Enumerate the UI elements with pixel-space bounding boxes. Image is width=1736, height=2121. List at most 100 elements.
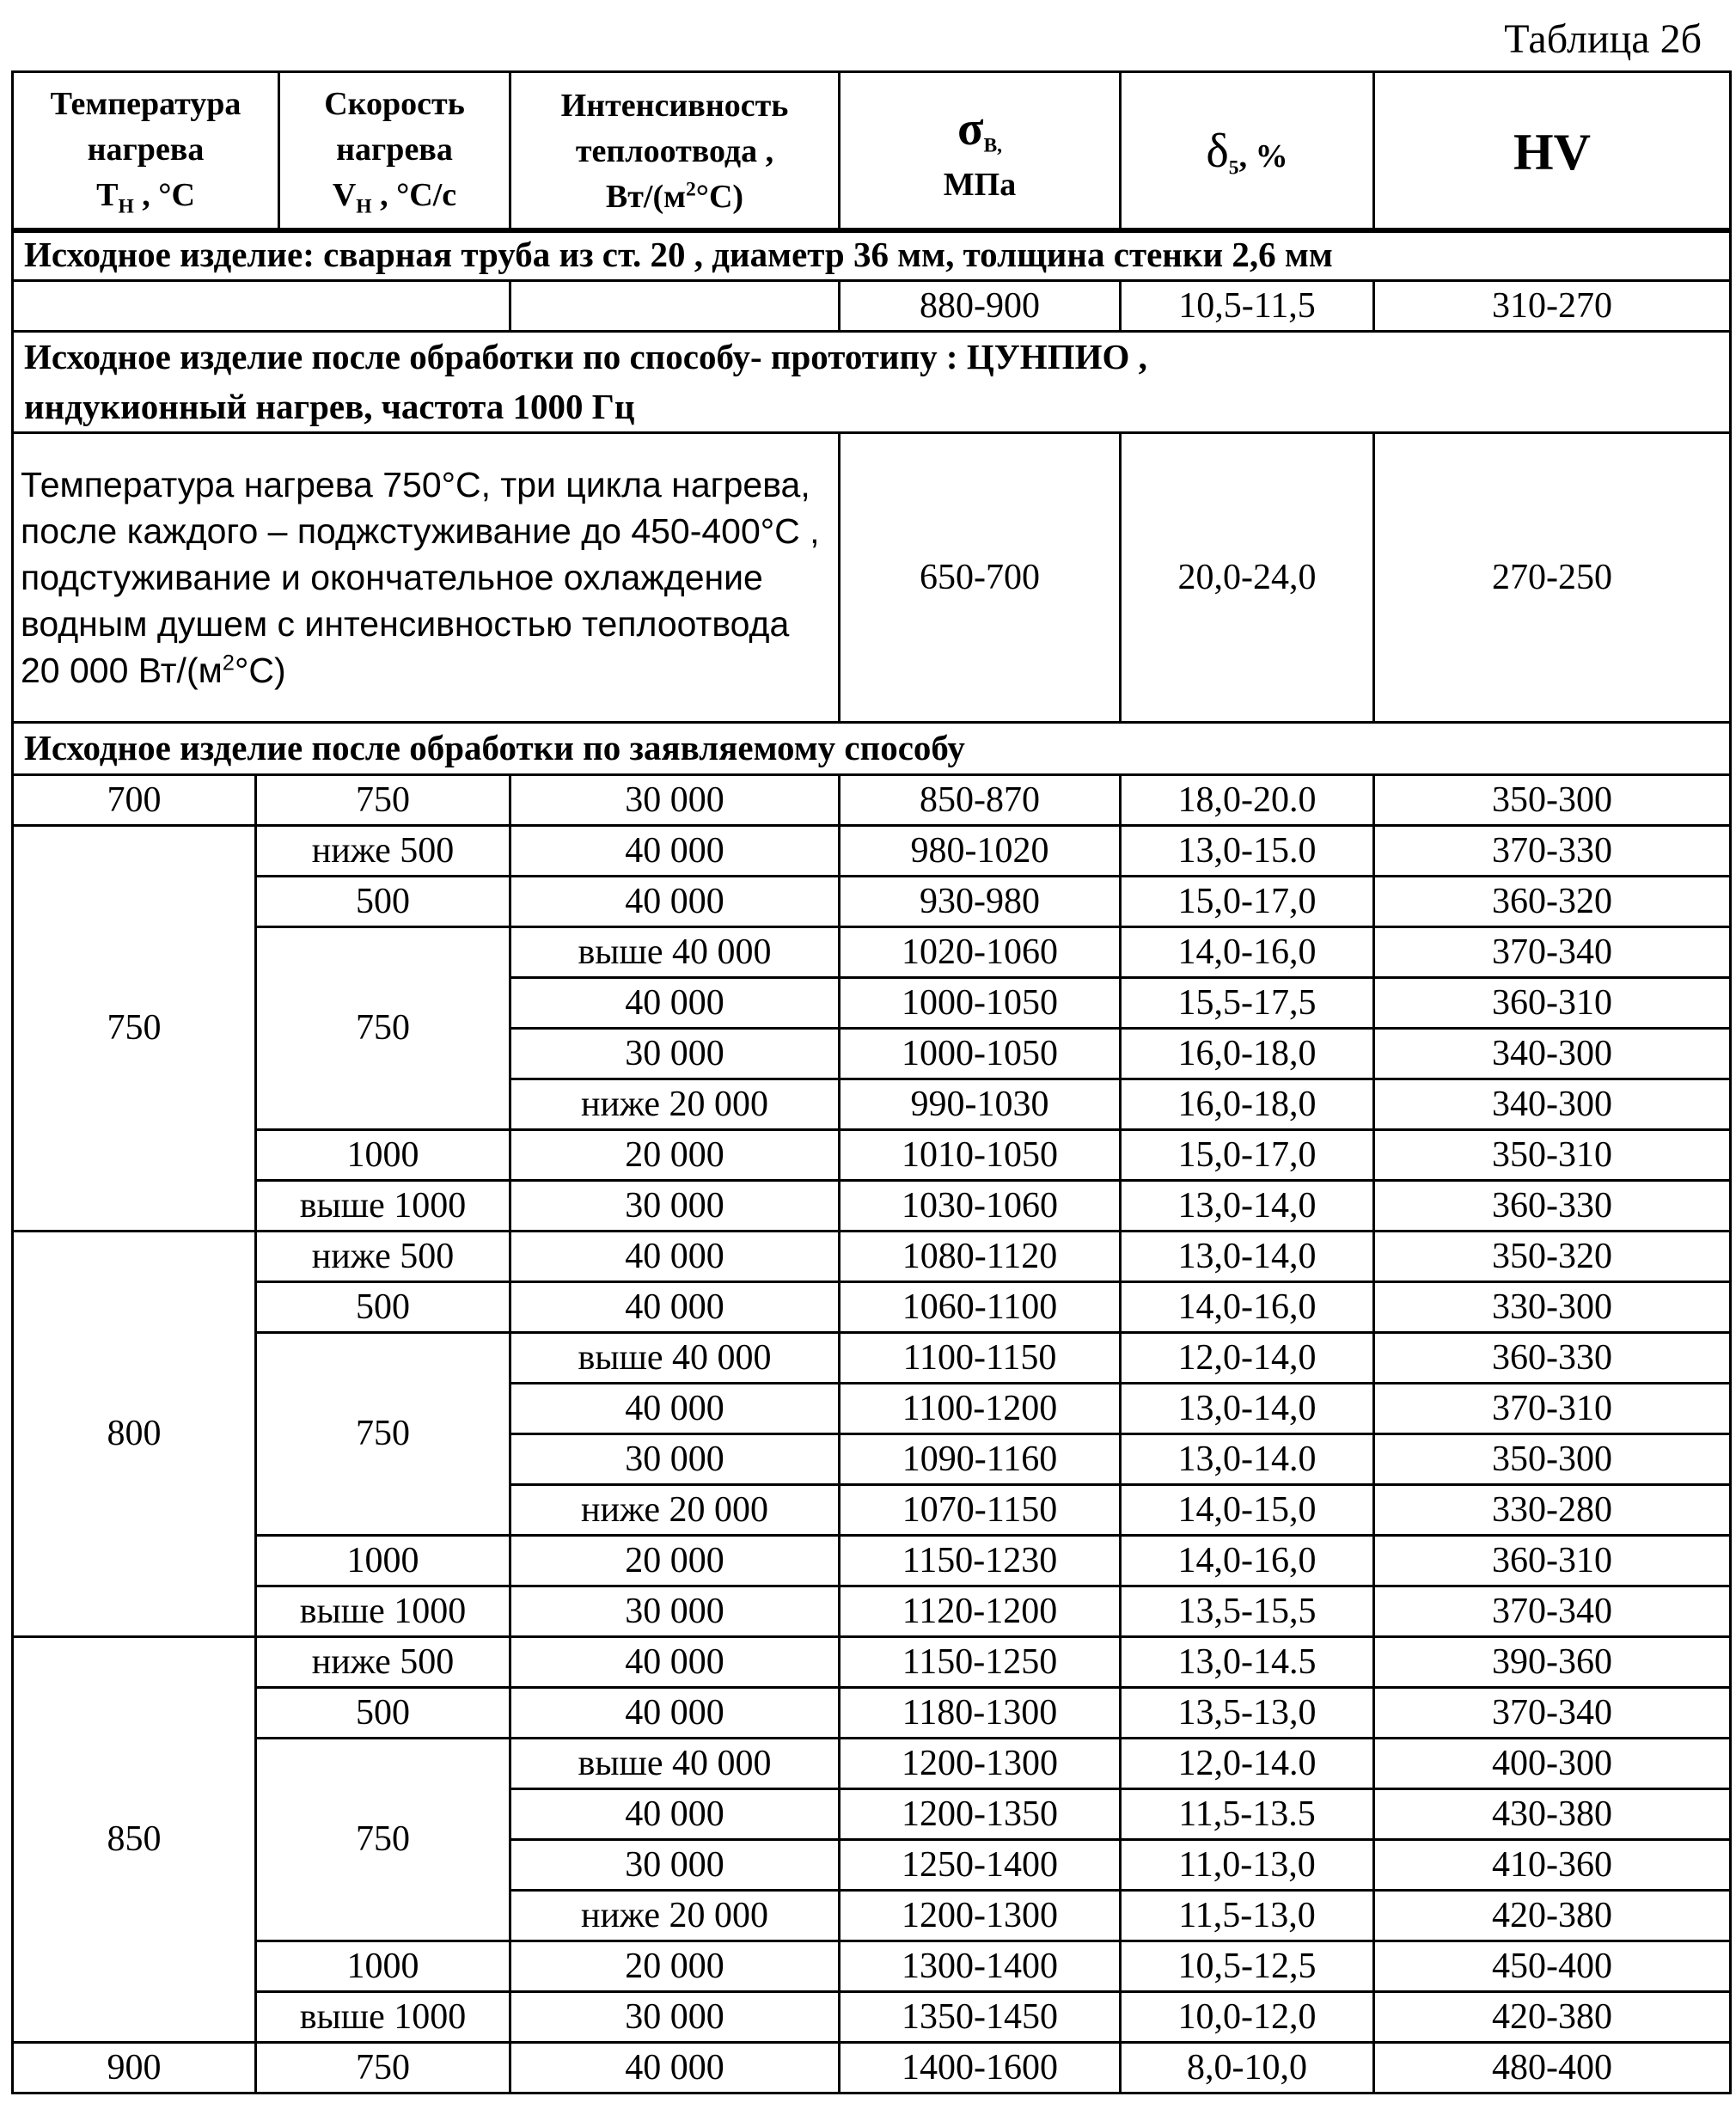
header-text: Т	[96, 177, 118, 213]
cell-strength: 650-700	[840, 433, 1121, 723]
cell-speed: 750	[256, 926, 510, 1129]
cell-speed: ниже 500	[256, 1636, 510, 1687]
table-caption: Таблица 2б	[1504, 15, 1702, 63]
cell-speed: выше 1000	[256, 1991, 510, 2042]
table-body: Исходное изделие: сварная труба из ст. 2…	[11, 228, 1732, 2094]
table-row: 100020 0001150-123014,0-16,0360-310	[13, 1535, 1731, 1586]
description-superscript: 2	[223, 651, 235, 675]
cell-speed: 1000	[256, 1535, 510, 1586]
table-row: 100020 0001300-140010,5-12,5450-400	[13, 1941, 1731, 1991]
cell-strength: 930-980	[840, 876, 1121, 926]
cell-hardness: 370-340	[1374, 1687, 1731, 1738]
cell-hardness: 330-300	[1374, 1281, 1731, 1332]
header-text: теплоотвода ,	[576, 133, 773, 169]
cell-hardness: 410-360	[1374, 1839, 1731, 1890]
cell-hardness: 350-300	[1374, 774, 1731, 825]
cell-elongation: 13,0-15.0	[1121, 825, 1374, 876]
header-text: Вт/(м	[606, 179, 686, 215]
cell-elongation: 12,0-14,0	[1121, 1332, 1374, 1383]
header-text: V	[333, 177, 356, 213]
cell-hardness: 340-300	[1374, 1079, 1731, 1129]
cell-strength: 880-900	[840, 281, 1121, 332]
section-title-claimed: Исходное изделие после обработки по заяв…	[13, 723, 1731, 774]
table-row: 750выше 40 0001020-106014,0-16,0370-340	[13, 926, 1731, 977]
cell-strength: 1060-1100	[840, 1281, 1121, 1332]
cell-strength: 980-1020	[840, 825, 1121, 876]
empty-cell	[510, 281, 840, 332]
table-header: ТемпературанагреваТН , °С Скоростьнагрев…	[11, 70, 1732, 233]
cell-hardness: 360-330	[1374, 1180, 1731, 1231]
cell-speed: выше 1000	[256, 1586, 510, 1636]
section-title-line: Исходное изделие после обработки по спос…	[24, 337, 1147, 376]
cell-intensity: 40 000	[510, 1231, 840, 1281]
header-text: Температура	[51, 86, 241, 122]
table-row: 50040 000930-98015,0-17,0360-320	[13, 876, 1731, 926]
cell-temperature: 700	[13, 774, 256, 825]
cell-strength: 1350-1450	[840, 1991, 1121, 2042]
cell-hardness: 340-300	[1374, 1028, 1731, 1079]
cell-strength: 1000-1050	[840, 977, 1121, 1028]
header-text: °С)	[696, 179, 743, 215]
cell-strength: 1080-1120	[840, 1231, 1121, 1281]
table-row: 750выше 40 0001200-130012,0-14.0400-300	[13, 1738, 1731, 1788]
cell-hardness: 400-300	[1374, 1738, 1731, 1788]
cell-intensity: ниже 20 000	[510, 1890, 840, 1941]
cell-intensity: 40 000	[510, 1687, 840, 1738]
header-text: δ	[1206, 125, 1228, 178]
cell-hardness: 360-330	[1374, 1332, 1731, 1383]
cell-hardness: 350-300	[1374, 1433, 1731, 1484]
cell-elongation: 11,0-13,0	[1121, 1839, 1374, 1890]
cell-strength: 1300-1400	[840, 1941, 1121, 1991]
table-row: 850ниже 50040 0001150-125013,0-14.5390-3…	[13, 1636, 1731, 1687]
cell-intensity: выше 40 000	[510, 1738, 840, 1788]
cell-elongation: 14,0-15,0	[1121, 1484, 1374, 1535]
cell-hardness: 420-380	[1374, 1991, 1731, 2042]
cell-intensity: выше 40 000	[510, 1332, 840, 1383]
header-text: Интенсивность	[561, 88, 789, 124]
cell-hardness: 360-310	[1374, 977, 1731, 1028]
header-elongation: δ5, %	[1121, 72, 1374, 232]
header-intensity: Интенсивностьтеплоотвода ,Вт/(м2°С)	[510, 72, 840, 232]
section-title-line: индукионный нагрев, частота 1000 Гц	[24, 387, 634, 426]
table-row: выше 100030 0001350-145010,0-12,0420-380	[13, 1991, 1731, 2042]
cell-intensity: выше 40 000	[510, 926, 840, 977]
cell-strength: 1090-1160	[840, 1433, 1121, 1484]
cell-hardness: 370-330	[1374, 825, 1731, 876]
cell-temperature: 900	[13, 2042, 256, 2093]
cell-strength: 1030-1060	[840, 1180, 1121, 1231]
header-subscript: Н	[118, 196, 133, 218]
cell-speed: ниже 500	[256, 825, 510, 876]
cell-strength: 1400-1600	[840, 2042, 1121, 2093]
cell-hardness: 360-310	[1374, 1535, 1731, 1586]
cell-intensity: 30 000	[510, 1991, 840, 2042]
cell-speed: 1000	[256, 1129, 510, 1180]
header-speed: СкоростьнагреваVН , °С/с	[279, 72, 510, 232]
cell-strength: 850-870	[840, 774, 1121, 825]
cell-strength: 1200-1300	[840, 1890, 1121, 1941]
table-row: 90075040 0001400-16008,0-10,0480-400	[13, 2042, 1731, 2093]
cell-strength: 1250-1400	[840, 1839, 1121, 1890]
cell-elongation: 18,0-20.0	[1121, 774, 1374, 825]
cell-speed: 750	[256, 1332, 510, 1535]
cell-elongation: 15,5-17,5	[1121, 977, 1374, 1028]
cell-elongation: 10,5-12,5	[1121, 1941, 1374, 1991]
cell-strength: 1150-1250	[840, 1636, 1121, 1687]
cell-elongation: 10,5-11,5	[1121, 281, 1374, 332]
cell-speed: выше 1000	[256, 1180, 510, 1231]
header-subscript: Н	[356, 196, 371, 218]
cell-elongation: 13,5-13,0	[1121, 1687, 1374, 1738]
cell-intensity: 20 000	[510, 1535, 840, 1586]
cell-intensity: 30 000	[510, 774, 840, 825]
table-row: 70075030 000850-87018,0-20.0350-300	[13, 774, 1731, 825]
cell-elongation: 10,0-12,0	[1121, 1991, 1374, 2042]
cell-elongation: 15,0-17,0	[1121, 1129, 1374, 1180]
cell-elongation: 20,0-24,0	[1121, 433, 1374, 723]
cell-elongation: 14,0-16,0	[1121, 926, 1374, 977]
header-text: Скорость	[324, 86, 465, 122]
table-row: выше 100030 0001030-106013,0-14,0360-330	[13, 1180, 1731, 1231]
description-text: °С)	[235, 651, 286, 690]
cell-elongation: 13,0-14.0	[1121, 1433, 1374, 1484]
cell-strength: 990-1030	[840, 1079, 1121, 1129]
cell-temperature: 750	[13, 825, 256, 1231]
cell-strength: 1070-1150	[840, 1484, 1121, 1535]
